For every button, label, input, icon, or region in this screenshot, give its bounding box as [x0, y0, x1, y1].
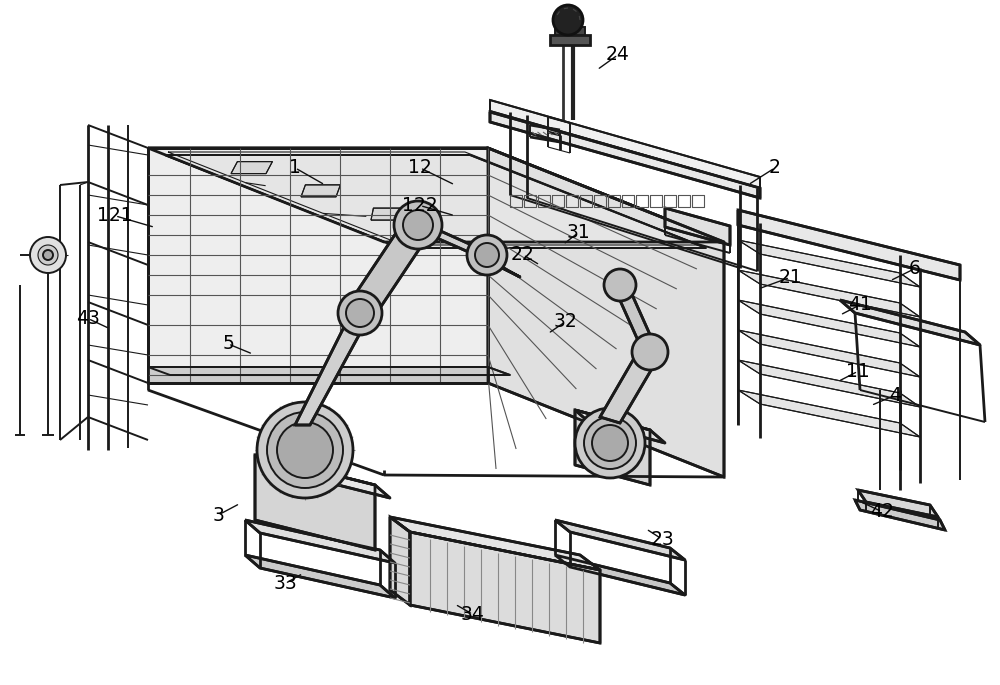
- Text: 41: 41: [848, 295, 872, 314]
- Circle shape: [592, 425, 628, 461]
- Polygon shape: [738, 360, 920, 407]
- Polygon shape: [840, 300, 980, 345]
- Polygon shape: [488, 148, 724, 477]
- Polygon shape: [371, 208, 408, 220]
- Polygon shape: [231, 162, 272, 173]
- Polygon shape: [610, 278, 660, 357]
- Polygon shape: [348, 218, 430, 320]
- Circle shape: [553, 5, 583, 35]
- Text: 12: 12: [408, 158, 432, 177]
- Text: 34: 34: [461, 605, 485, 624]
- Polygon shape: [148, 367, 488, 383]
- Circle shape: [38, 245, 58, 265]
- Circle shape: [277, 422, 333, 478]
- Polygon shape: [410, 532, 600, 643]
- Polygon shape: [390, 517, 600, 570]
- Text: 23: 23: [650, 530, 674, 549]
- Circle shape: [467, 235, 507, 275]
- Text: 11: 11: [846, 362, 870, 381]
- Text: 42: 42: [870, 502, 894, 521]
- Polygon shape: [555, 555, 685, 595]
- Polygon shape: [165, 155, 706, 248]
- Polygon shape: [575, 410, 650, 485]
- Text: 121: 121: [97, 206, 133, 225]
- Polygon shape: [477, 253, 520, 277]
- Circle shape: [403, 210, 433, 240]
- Text: 32: 32: [553, 312, 577, 332]
- Polygon shape: [738, 300, 920, 347]
- Circle shape: [257, 402, 353, 498]
- Text: 2: 2: [769, 158, 781, 177]
- Circle shape: [30, 237, 66, 273]
- Circle shape: [267, 412, 343, 488]
- Text: 24: 24: [606, 45, 630, 64]
- Polygon shape: [665, 208, 730, 245]
- Polygon shape: [255, 455, 390, 498]
- Text: 33: 33: [273, 574, 297, 593]
- Circle shape: [338, 291, 382, 335]
- Polygon shape: [245, 520, 395, 563]
- Polygon shape: [858, 490, 938, 517]
- Circle shape: [632, 334, 668, 370]
- Polygon shape: [301, 185, 340, 197]
- Polygon shape: [405, 215, 498, 265]
- Polygon shape: [738, 390, 920, 437]
- Text: 43: 43: [76, 309, 100, 328]
- Polygon shape: [575, 410, 665, 443]
- Text: 122: 122: [402, 196, 438, 215]
- Text: 22: 22: [511, 245, 535, 264]
- Polygon shape: [738, 270, 920, 317]
- Polygon shape: [738, 330, 920, 377]
- Polygon shape: [855, 500, 945, 530]
- Circle shape: [394, 201, 442, 249]
- Circle shape: [604, 269, 636, 301]
- Polygon shape: [148, 148, 488, 383]
- Polygon shape: [490, 112, 760, 198]
- Polygon shape: [490, 100, 760, 188]
- Text: 21: 21: [778, 268, 802, 287]
- Circle shape: [475, 243, 499, 267]
- Text: 1: 1: [289, 158, 301, 177]
- Text: 6: 6: [909, 259, 921, 278]
- Text: 4: 4: [889, 386, 901, 405]
- Polygon shape: [550, 35, 590, 45]
- Circle shape: [43, 250, 53, 260]
- Polygon shape: [148, 148, 724, 242]
- Text: 5: 5: [222, 334, 234, 353]
- Circle shape: [575, 408, 645, 478]
- Polygon shape: [738, 240, 920, 287]
- Circle shape: [584, 417, 636, 469]
- Polygon shape: [738, 210, 960, 280]
- Polygon shape: [295, 315, 370, 425]
- Text: 31: 31: [566, 223, 590, 242]
- Polygon shape: [245, 555, 395, 598]
- Polygon shape: [600, 348, 660, 423]
- Circle shape: [346, 299, 374, 327]
- Polygon shape: [255, 455, 375, 550]
- Polygon shape: [390, 517, 410, 605]
- Polygon shape: [148, 367, 510, 375]
- Polygon shape: [555, 520, 685, 560]
- Polygon shape: [555, 27, 585, 35]
- Text: 3: 3: [212, 506, 224, 525]
